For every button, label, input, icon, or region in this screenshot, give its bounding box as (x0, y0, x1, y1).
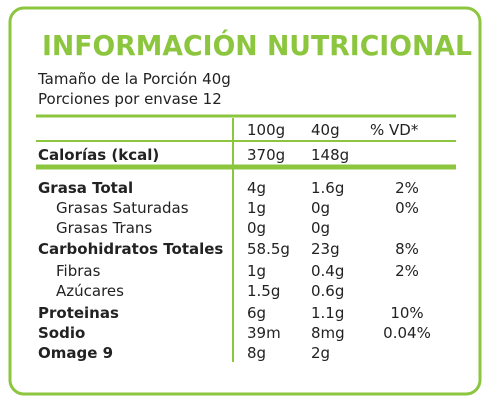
calories-label: Calorías (kcal) (38, 146, 159, 164)
value-40g: 0g (311, 199, 330, 217)
nutrient-label: Sodio (38, 324, 85, 342)
value-40g: 1.1g (311, 304, 344, 322)
value-100g: 58.5g (247, 240, 290, 258)
nutrient-label: Grasas Trans (56, 219, 152, 237)
serving-size: Tamaño de la Porción 40g (37, 70, 231, 88)
border (8, 6, 482, 396)
value-vd: 2% (395, 262, 419, 280)
value-40g: 23g (311, 240, 340, 258)
value-100g: 4g (247, 179, 266, 197)
value-vd: 8% (395, 240, 419, 258)
value-100g: 6g (247, 304, 266, 322)
nutrient-label: Carbohidratos Totales (38, 240, 223, 258)
nutrient-label: Grasas Saturadas (56, 199, 189, 217)
value-40g: 0.6g (311, 282, 344, 300)
value-40g: 0.4g (311, 262, 344, 280)
value-100g: 39m (247, 324, 281, 342)
column-header: % VD* (370, 121, 419, 139)
value-100g: 1g (247, 262, 266, 280)
value-40g: 1.6g (311, 179, 344, 197)
value-vd: 2% (395, 179, 419, 197)
calories-100g: 370g (247, 146, 285, 164)
column-header: 40g (311, 121, 340, 139)
nutrient-label: Omage 9 (38, 344, 113, 362)
value-40g: 8mg (311, 324, 345, 342)
title: INFORMACIÓN NUTRICIONAL (42, 28, 472, 62)
value-vd: 10% (390, 304, 423, 322)
nutrient-label: Proteinas (38, 304, 119, 322)
value-40g: 2g (311, 344, 330, 362)
servings: Porciones por envase 12 (38, 90, 222, 108)
nutrient-label: Azúcares (56, 282, 124, 300)
nutrient-label: Fibras (56, 262, 101, 280)
nutrient-label: Grasa Total (38, 179, 133, 197)
value-100g: 8g (247, 344, 266, 362)
value-100g: 0g (247, 219, 266, 237)
value-100g: 1.5g (247, 282, 280, 300)
column-header: 100g (247, 121, 285, 139)
value-100g: 1g (247, 199, 266, 217)
value-vd: 0.04% (383, 324, 431, 342)
value-40g: 0g (311, 219, 330, 237)
calories-40g: 148g (311, 146, 349, 164)
value-vd: 0% (395, 199, 419, 217)
